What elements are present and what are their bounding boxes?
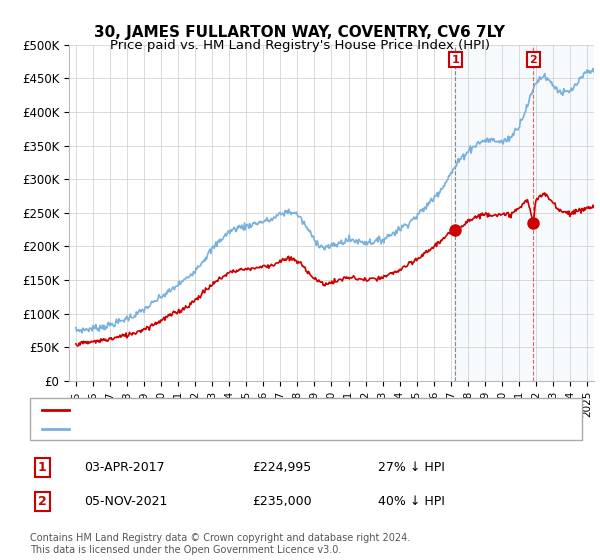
Text: 2: 2 [530,54,538,64]
Text: 03-APR-2017: 03-APR-2017 [84,461,164,474]
Text: £235,000: £235,000 [252,494,311,508]
Text: 1: 1 [452,54,459,64]
Text: 40% ↓ HPI: 40% ↓ HPI [378,494,445,508]
Text: Contains HM Land Registry data © Crown copyright and database right 2024.
This d: Contains HM Land Registry data © Crown c… [30,533,410,555]
Text: HPI: Average price, detached house, Coventry: HPI: Average price, detached house, Cove… [75,424,332,434]
Text: 30, JAMES FULLARTON WAY, COVENTRY, CV6 7LY (detached house): 30, JAMES FULLARTON WAY, COVENTRY, CV6 7… [75,405,447,415]
Text: 1: 1 [38,461,46,474]
Text: Price paid vs. HM Land Registry's House Price Index (HPI): Price paid vs. HM Land Registry's House … [110,39,490,52]
Text: 2: 2 [38,494,46,508]
Text: 27% ↓ HPI: 27% ↓ HPI [378,461,445,474]
Text: £224,995: £224,995 [252,461,311,474]
Text: 05-NOV-2021: 05-NOV-2021 [84,494,167,508]
Bar [454,45,594,381]
Text: 30, JAMES FULLARTON WAY, COVENTRY, CV6 7LY: 30, JAMES FULLARTON WAY, COVENTRY, CV6 7… [95,25,505,40]
